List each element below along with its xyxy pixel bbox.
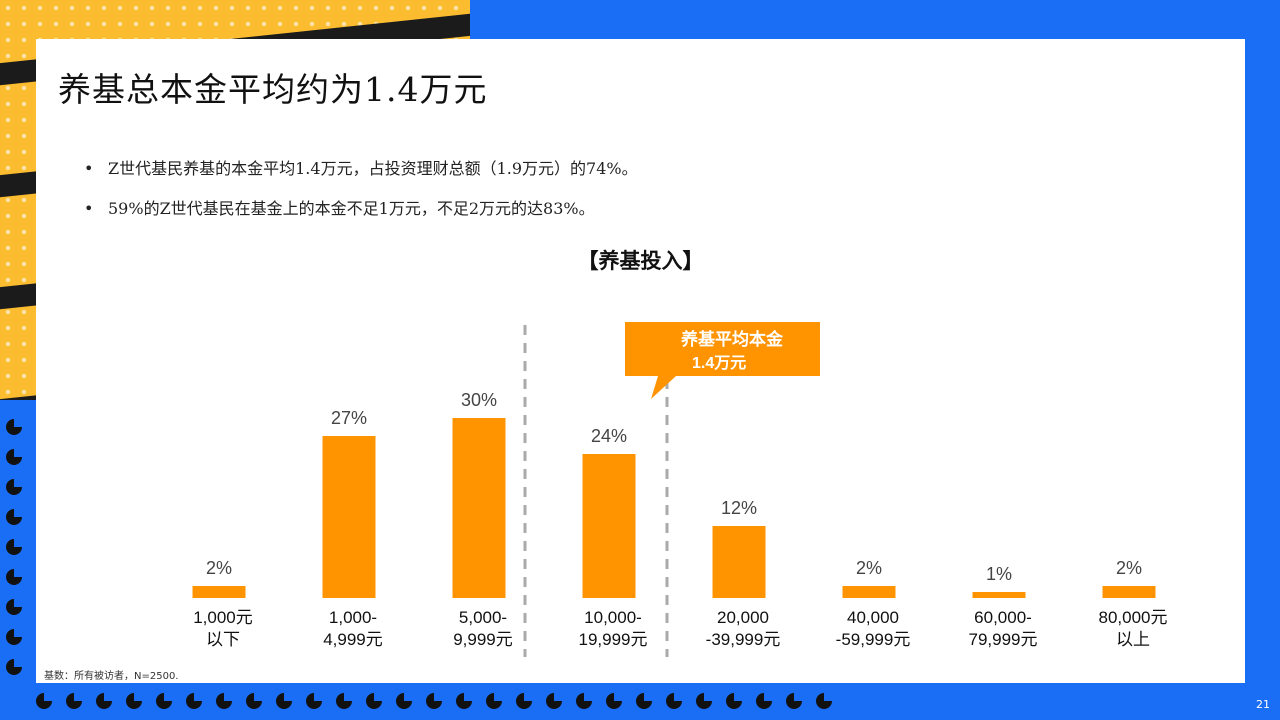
decorative-dot-icon	[186, 693, 202, 709]
callout-text: 养基平均本金	[680, 329, 784, 349]
bar	[452, 418, 506, 598]
tick-label: 4,999元	[323, 630, 383, 649]
data-label: 12%	[721, 498, 757, 518]
slide-card: 养基总本金平均约为1.4万元 Z世代基民养基的本金平均1.4万元，占投资理财总额…	[36, 39, 1245, 683]
tick-label: 20,000	[717, 608, 769, 627]
tick-label: 5,000-	[459, 608, 507, 627]
tick-label: 以上	[1116, 630, 1150, 649]
page-number: 21	[1256, 698, 1270, 711]
decorative-dot-icon	[6, 569, 22, 585]
decorative-dot-icon	[6, 509, 22, 525]
tick-label: 40,000	[847, 608, 899, 627]
decorative-dot-icon	[216, 693, 232, 709]
decorative-dot-icon	[6, 659, 22, 675]
data-label: 2%	[1116, 558, 1142, 578]
decorative-dot-icon	[36, 693, 52, 709]
bullet-item: 59%的Z世代基民在基金上的本金不足1万元，不足2万元的达83%。	[84, 199, 638, 219]
decorative-dot-icon	[546, 693, 562, 709]
decorative-dot-icon	[6, 539, 22, 555]
tick-label: 9,999元	[453, 630, 513, 649]
data-label: 24%	[591, 426, 627, 446]
bullet-list: Z世代基民养基的本金平均1.4万元，占投资理财总额（1.9万元）的74%。 59…	[84, 159, 638, 239]
tick-label: -39,999元	[706, 630, 781, 649]
data-label: 27%	[331, 408, 367, 428]
decorative-dot-icon	[246, 693, 262, 709]
tick-label: 79,999元	[969, 630, 1038, 649]
decorative-dot-icon	[636, 693, 652, 709]
bar	[322, 436, 376, 598]
decorative-dot-icon	[6, 599, 22, 615]
decorative-dot-icon	[276, 693, 292, 709]
decorative-dot-icon	[66, 693, 82, 709]
bar	[842, 586, 896, 598]
bar	[972, 592, 1026, 598]
decorative-dot-icon	[576, 693, 592, 709]
decorative-dot-icon	[336, 693, 352, 709]
decorative-dot-icon	[606, 693, 622, 709]
bullet-item: Z世代基民养基的本金平均1.4万元，占投资理财总额（1.9万元）的74%。	[84, 159, 638, 179]
tick-label: 1,000-	[329, 608, 377, 627]
decorative-dot-icon	[756, 693, 772, 709]
data-label: 1%	[986, 564, 1012, 584]
decorative-dot-icon	[726, 693, 742, 709]
callout-text: 1.4万元	[692, 355, 746, 372]
callout-pointer	[651, 376, 676, 399]
decorative-dot-icon	[786, 693, 802, 709]
bar	[582, 454, 636, 598]
bar	[192, 586, 246, 598]
decorative-dot-icon	[96, 693, 112, 709]
tick-label: 10,000-	[584, 608, 642, 627]
footnote: 基数：所有被访者，N=2500.	[44, 671, 179, 682]
tick-label: 19,999元	[579, 630, 648, 649]
decorative-dot-icon	[666, 693, 682, 709]
decorative-dot-icon	[306, 693, 322, 709]
decorative-dot-icon	[516, 693, 532, 709]
decorative-dot-icon	[396, 693, 412, 709]
bar	[712, 526, 766, 598]
decorative-dot-icon	[366, 693, 382, 709]
callout-box	[625, 322, 820, 376]
tick-label: 80,000元	[1099, 608, 1168, 627]
decorative-dot-icon	[6, 629, 22, 645]
decorative-dot-icon	[126, 693, 142, 709]
decorative-dot-icon	[156, 693, 172, 709]
tick-label: -59,999元	[836, 630, 911, 649]
decorative-dot-icon	[6, 449, 22, 465]
data-label: 2%	[856, 558, 882, 578]
slide-title: 养基总本金平均约为1.4万元	[58, 70, 488, 109]
decorative-dot-icon	[456, 693, 472, 709]
data-label: 30%	[461, 390, 497, 410]
bar	[1102, 586, 1156, 598]
tick-label: 60,000-	[974, 608, 1032, 627]
decorative-dot-icon	[486, 693, 502, 709]
decorative-dot-icon	[696, 693, 712, 709]
chart-title: 【养基投入】	[577, 249, 704, 273]
tick-label: 以下	[206, 630, 240, 649]
decorative-dot-icon	[426, 693, 442, 709]
decorative-dot-icon	[6, 419, 22, 435]
tick-label: 1,000元	[193, 608, 253, 627]
decorative-dot-icon	[816, 693, 832, 709]
data-label: 2%	[206, 558, 232, 578]
decorative-dot-icon	[6, 479, 22, 495]
